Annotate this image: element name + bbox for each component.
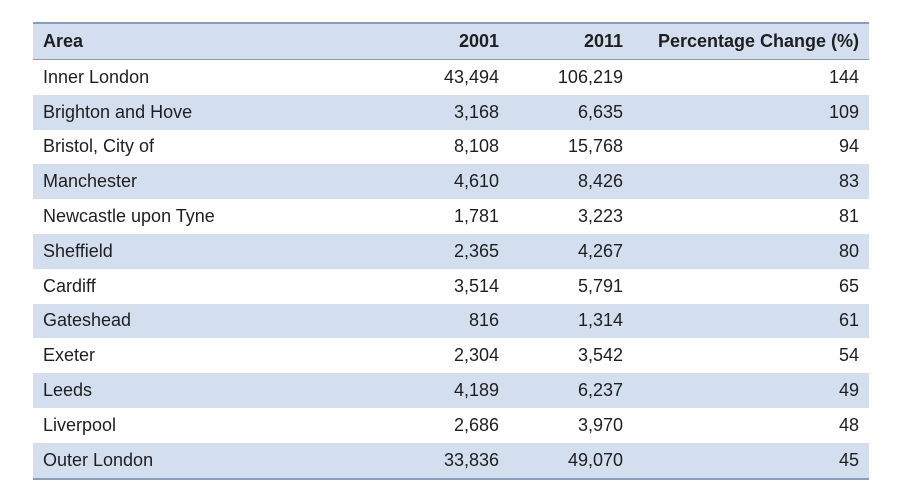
- cell-2011: 3,223: [509, 199, 633, 234]
- cell-2011: 15,768: [509, 129, 633, 165]
- header-row: Area 2001 2011 Percentage Change (%): [33, 23, 869, 60]
- table-row: Exeter 2,304 3,542 54: [33, 338, 869, 374]
- cell-2001: 2,686: [363, 407, 509, 443]
- cell-percentage-change: 54: [633, 338, 869, 374]
- table-row: Gateshead 816 1,314 61: [33, 303, 869, 339]
- header-area: Area: [33, 23, 363, 60]
- cell-2001: 1,781: [363, 199, 509, 234]
- cell-2001: 43,494: [363, 59, 509, 95]
- cell-percentage-change: 45: [633, 442, 869, 479]
- cell-area: Outer London: [33, 442, 363, 479]
- cell-percentage-change: 48: [633, 407, 869, 443]
- cell-2001: 2,304: [363, 338, 509, 374]
- cell-area: Bristol, City of: [33, 129, 363, 165]
- data-table-container: Area 2001 2011 Percentage Change (%) Inn…: [33, 22, 869, 480]
- cell-area: Leeds: [33, 373, 363, 408]
- header-2011: 2011: [509, 23, 633, 60]
- cell-2001: 3,168: [363, 94, 509, 130]
- cell-area: Newcastle upon Tyne: [33, 199, 363, 234]
- table-body: Inner London 43,494 106,219 144 Brighton and…: [33, 59, 869, 479]
- header-percentage-change: Percentage Change (%): [633, 23, 869, 60]
- cell-2011: 1,314: [509, 303, 633, 339]
- cell-2001: 2,365: [363, 233, 509, 269]
- table-row: Manchester 4,610 8,426 83: [33, 164, 869, 200]
- cell-2001: 4,610: [363, 164, 509, 200]
- cell-percentage-change: 65: [633, 268, 869, 304]
- cell-2011: 5,791: [509, 268, 633, 304]
- cell-percentage-change: 49: [633, 373, 869, 408]
- table-row: Brighton and Hove 3,168 6,635 109: [33, 94, 869, 130]
- table-row: Sheffield 2,365 4,267 80: [33, 233, 869, 269]
- cell-2011: 8,426: [509, 164, 633, 200]
- cell-2011: 6,635: [509, 94, 633, 130]
- cell-area: Cardiff: [33, 268, 363, 304]
- cell-2001: 4,189: [363, 373, 509, 408]
- table-row: Liverpool 2,686 3,970 48: [33, 407, 869, 443]
- table-header: Area 2001 2011 Percentage Change (%): [33, 23, 869, 60]
- cell-area: Exeter: [33, 338, 363, 374]
- cell-percentage-change: 80: [633, 233, 869, 269]
- header-2001: 2001: [363, 23, 509, 60]
- cell-percentage-change: 83: [633, 164, 869, 200]
- table-row: Bristol, City of 8,108 15,768 94: [33, 129, 869, 165]
- cell-percentage-change: 81: [633, 199, 869, 234]
- table-row: Inner London 43,494 106,219 144: [33, 59, 869, 95]
- table-row: Leeds 4,189 6,237 49: [33, 373, 869, 408]
- cell-area: Inner London: [33, 59, 363, 95]
- cell-area: Sheffield: [33, 233, 363, 269]
- cell-area: Liverpool: [33, 407, 363, 443]
- cell-area: Brighton and Hove: [33, 94, 363, 130]
- cell-2001: 33,836: [363, 442, 509, 479]
- table-row: Newcastle upon Tyne 1,781 3,223 81: [33, 199, 869, 234]
- data-table: Area 2001 2011 Percentage Change (%) Inn…: [33, 22, 869, 480]
- cell-percentage-change: 61: [633, 303, 869, 339]
- cell-2001: 816: [363, 303, 509, 339]
- cell-2011: 106,219: [509, 59, 633, 95]
- cell-percentage-change: 94: [633, 129, 869, 165]
- cell-percentage-change: 109: [633, 94, 869, 130]
- cell-2001: 3,514: [363, 268, 509, 304]
- cell-2011: 6,237: [509, 373, 633, 408]
- table-row: Cardiff 3,514 5,791 65: [33, 268, 869, 304]
- cell-percentage-change: 144: [633, 59, 869, 95]
- cell-area: Manchester: [33, 164, 363, 200]
- cell-2011: 49,070: [509, 442, 633, 479]
- cell-2011: 4,267: [509, 233, 633, 269]
- table-row: Outer London 33,836 49,070 45: [33, 442, 869, 479]
- cell-area: Gateshead: [33, 303, 363, 339]
- cell-2011: 3,542: [509, 338, 633, 374]
- cell-2011: 3,970: [509, 407, 633, 443]
- cell-2001: 8,108: [363, 129, 509, 165]
